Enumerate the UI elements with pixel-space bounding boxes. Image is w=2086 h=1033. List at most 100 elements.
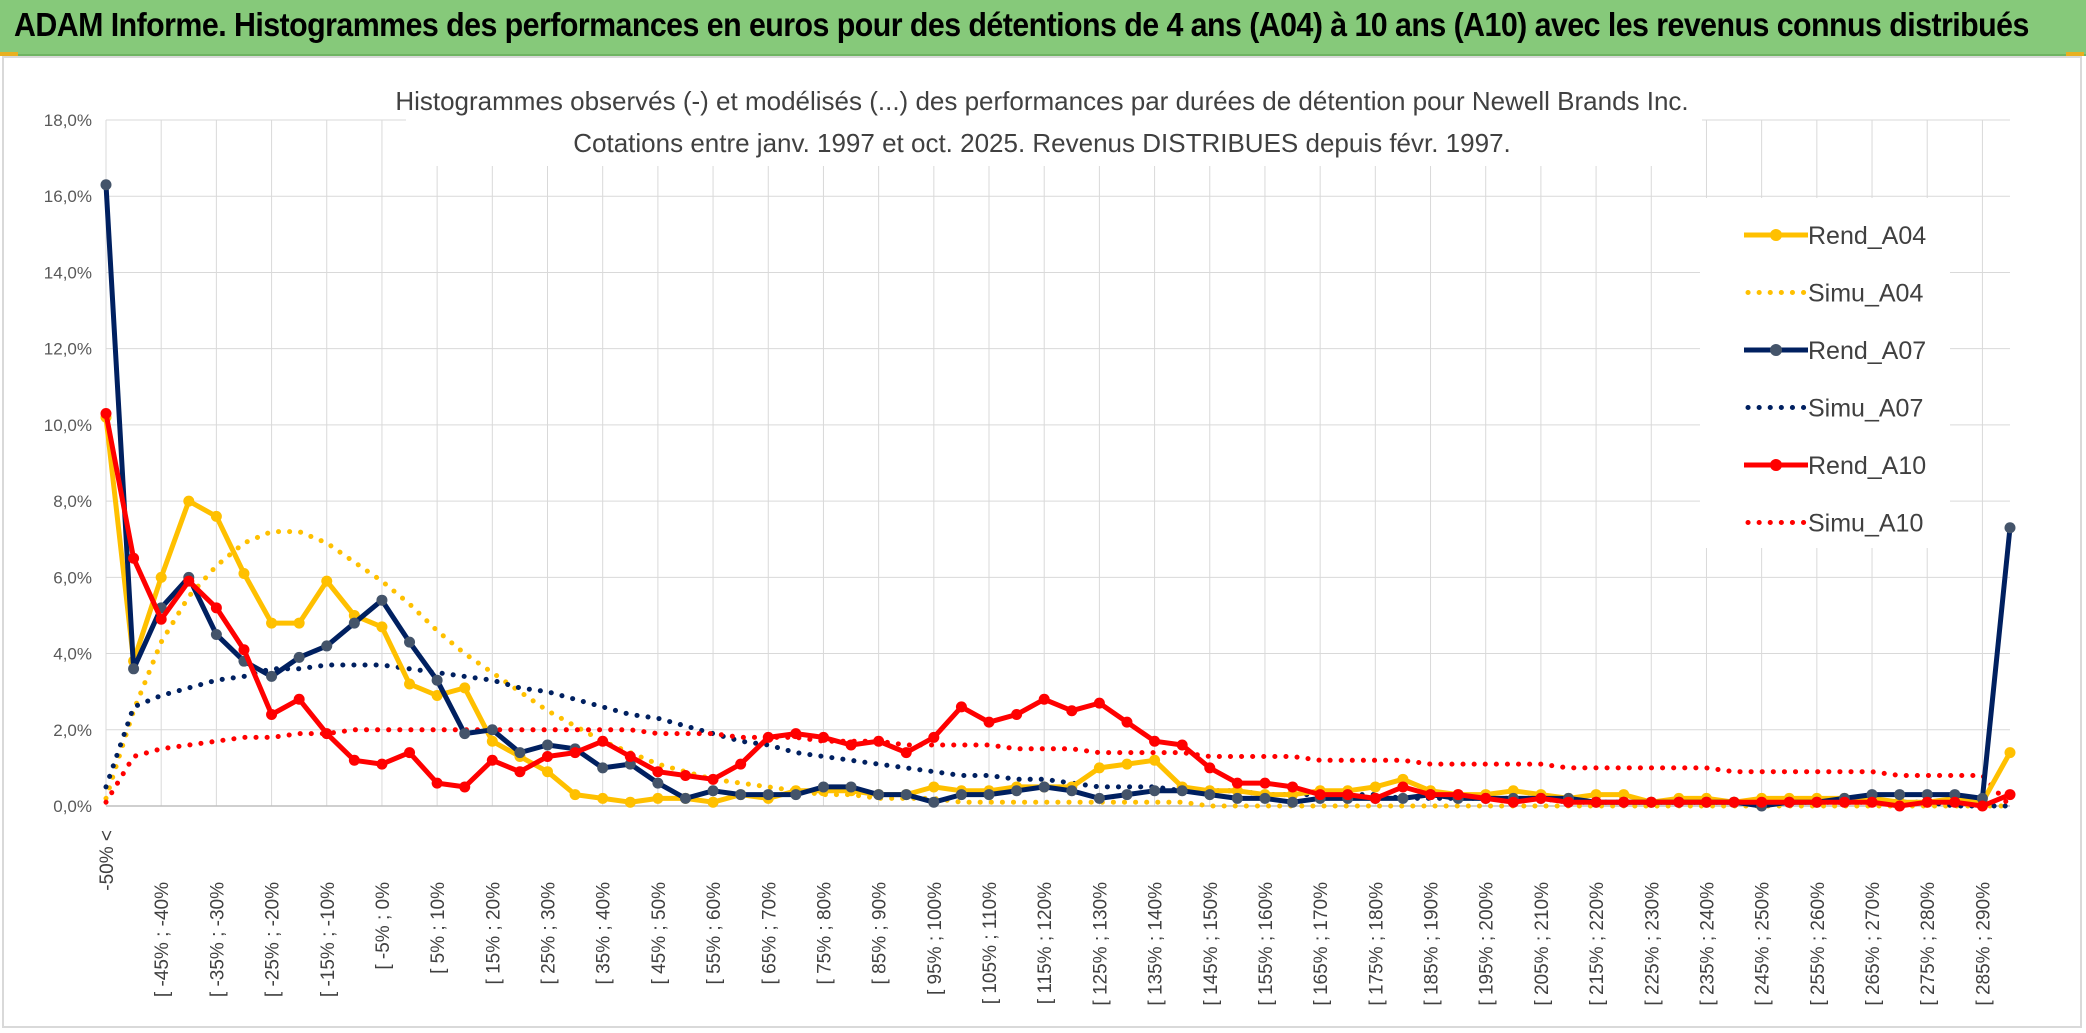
x-tick-label: [ -35% ; -30% — [207, 882, 228, 997]
data-point-rend_a10 — [1425, 789, 1437, 801]
x-tick-label: [ 235% ; 240% — [1697, 882, 1718, 1006]
y-tick-label: 8,0% — [53, 492, 92, 511]
data-point-rend_a07 — [1921, 789, 1933, 801]
data-point-rend_a10 — [404, 747, 416, 759]
legend-label: Rend_A04 — [1808, 222, 1926, 250]
data-point-rend_a10 — [210, 602, 222, 614]
data-point-rend_a10 — [790, 728, 802, 740]
x-tick-label: [ 245% ; 250% — [1753, 882, 1774, 1006]
x-tick-label: [ 45% ; 50% — [649, 882, 670, 985]
chart-title-line: Histogrammes observés (-) et modélisés (… — [395, 86, 1688, 116]
data-point-rend_a10 — [1894, 800, 1906, 812]
data-point-rend_a10 — [845, 739, 857, 751]
data-point-rend_a04 — [293, 617, 305, 629]
series-line-rend_a10 — [103, 413, 2011, 809]
report-banner: ADAM Informe. Histogrammes des performan… — [0, 0, 2086, 56]
data-point-rend_a10 — [1342, 789, 1354, 801]
x-tick-label: [ 265% ; 270% — [1863, 882, 1884, 1006]
data-point-rend_a07 — [459, 728, 471, 740]
data-point-rend_a07 — [514, 747, 526, 759]
data-point-rend_a10 — [1562, 796, 1574, 808]
data-point-rend_a07 — [431, 674, 443, 686]
report-title: ADAM Informe. Histogrammes des performan… — [14, 6, 2029, 43]
data-point-rend_a10 — [652, 766, 664, 778]
data-point-rend_a10 — [1314, 789, 1326, 801]
data-point-rend_a10 — [542, 750, 554, 762]
data-point-rend_a10 — [100, 407, 112, 419]
data-point-rend_a10 — [1921, 796, 1933, 808]
data-point-rend_a07 — [679, 792, 691, 804]
data-point-rend_a10 — [486, 754, 498, 766]
x-tick-label: [ 135% ; 140% — [1146, 882, 1167, 1006]
data-point-rend_a04 — [1121, 758, 1133, 770]
data-point-rend_a04 — [486, 735, 498, 747]
data-point-rend_a07 — [845, 781, 857, 793]
y-tick-label: 16,0% — [44, 187, 92, 206]
x-tick-label: [ 275% ; 280% — [1918, 882, 1939, 1006]
data-point-rend_a04 — [431, 689, 443, 701]
data-point-rend_a07 — [404, 636, 416, 648]
legend-marker — [1770, 459, 1782, 471]
y-tick-label: 10,0% — [44, 416, 92, 435]
data-point-rend_a10 — [1176, 739, 1188, 751]
data-point-rend_a10 — [321, 728, 333, 740]
corner-mark-left — [0, 52, 18, 56]
data-point-rend_a07 — [266, 670, 278, 682]
data-point-rend_a04 — [459, 682, 471, 694]
data-point-rend_a04 — [652, 792, 664, 804]
data-point-rend_a07 — [1038, 781, 1050, 793]
data-point-rend_a10 — [1673, 796, 1685, 808]
chart-title-background — [406, 80, 1702, 166]
data-point-rend_a10 — [762, 731, 774, 743]
data-point-rend_a04 — [569, 789, 581, 801]
data-point-rend_a10 — [1231, 777, 1243, 789]
y-tick-label: 14,0% — [44, 263, 92, 282]
data-point-rend_a10 — [155, 613, 167, 625]
x-tick-label: [ 35% ; 40% — [594, 882, 615, 985]
data-point-rend_a04 — [1093, 762, 1105, 774]
data-point-rend_a04 — [1231, 785, 1243, 797]
x-tick-label: [ 95% ; 100% — [925, 882, 946, 995]
data-point-rend_a10 — [266, 709, 278, 721]
data-point-rend_a07 — [1066, 785, 1078, 797]
data-point-rend_a10 — [183, 575, 195, 587]
data-point-rend_a04 — [1287, 789, 1299, 801]
data-point-rend_a10 — [1728, 796, 1740, 808]
data-point-rend_a04 — [266, 617, 278, 629]
data-point-rend_a10 — [514, 766, 526, 778]
data-point-rend_a04 — [1397, 773, 1409, 785]
x-tick-label: [ -15% ; -10% — [318, 882, 339, 997]
data-point-rend_a10 — [873, 735, 885, 747]
chart-frame — [2, 56, 2082, 1028]
data-point-rend_a07 — [210, 629, 222, 640]
x-tick-label: [ 205% ; 210% — [1532, 882, 1553, 1006]
data-point-rend_a10 — [1811, 796, 1823, 808]
data-point-rend_a10 — [1976, 800, 1988, 812]
data-point-rend_a07 — [486, 724, 498, 736]
legend-label: Rend_A07 — [1808, 337, 1926, 365]
data-point-rend_a10 — [1287, 781, 1299, 793]
data-point-rend_a07 — [624, 758, 636, 770]
data-point-rend_a10 — [1452, 789, 1464, 801]
x-tick-label: [ 55% ; 60% — [704, 882, 725, 985]
x-tick-label: [ 75% ; 80% — [814, 882, 835, 985]
data-point-rend_a10 — [1397, 781, 1409, 793]
data-point-rend_a07 — [790, 789, 802, 801]
data-point-rend_a10 — [1700, 796, 1712, 808]
x-tick-label: [ 255% ; 260% — [1808, 882, 1829, 1006]
data-point-rend_a04 — [1149, 754, 1161, 766]
data-point-rend_a10 — [983, 716, 995, 728]
x-tick-label: [ -45% ; -40% — [152, 882, 173, 997]
data-point-rend_a10 — [900, 747, 912, 759]
x-tick-label: [ 165% ; 170% — [1311, 882, 1332, 1006]
y-tick-label: 4,0% — [53, 645, 92, 664]
legend-label: Simu_A10 — [1808, 510, 1923, 538]
x-tick-label: [ 15% ; 20% — [483, 882, 504, 985]
data-point-rend_a07 — [1121, 789, 1133, 801]
x-tick-label: [ -5% ; 0% — [373, 882, 394, 970]
data-point-rend_a04 — [542, 766, 554, 778]
x-tick-label: [ 175% ; 180% — [1366, 882, 1387, 1006]
data-point-rend_a10 — [1066, 705, 1078, 717]
data-point-rend_a10 — [735, 758, 747, 770]
legend-label: Simu_A04 — [1808, 280, 1923, 308]
